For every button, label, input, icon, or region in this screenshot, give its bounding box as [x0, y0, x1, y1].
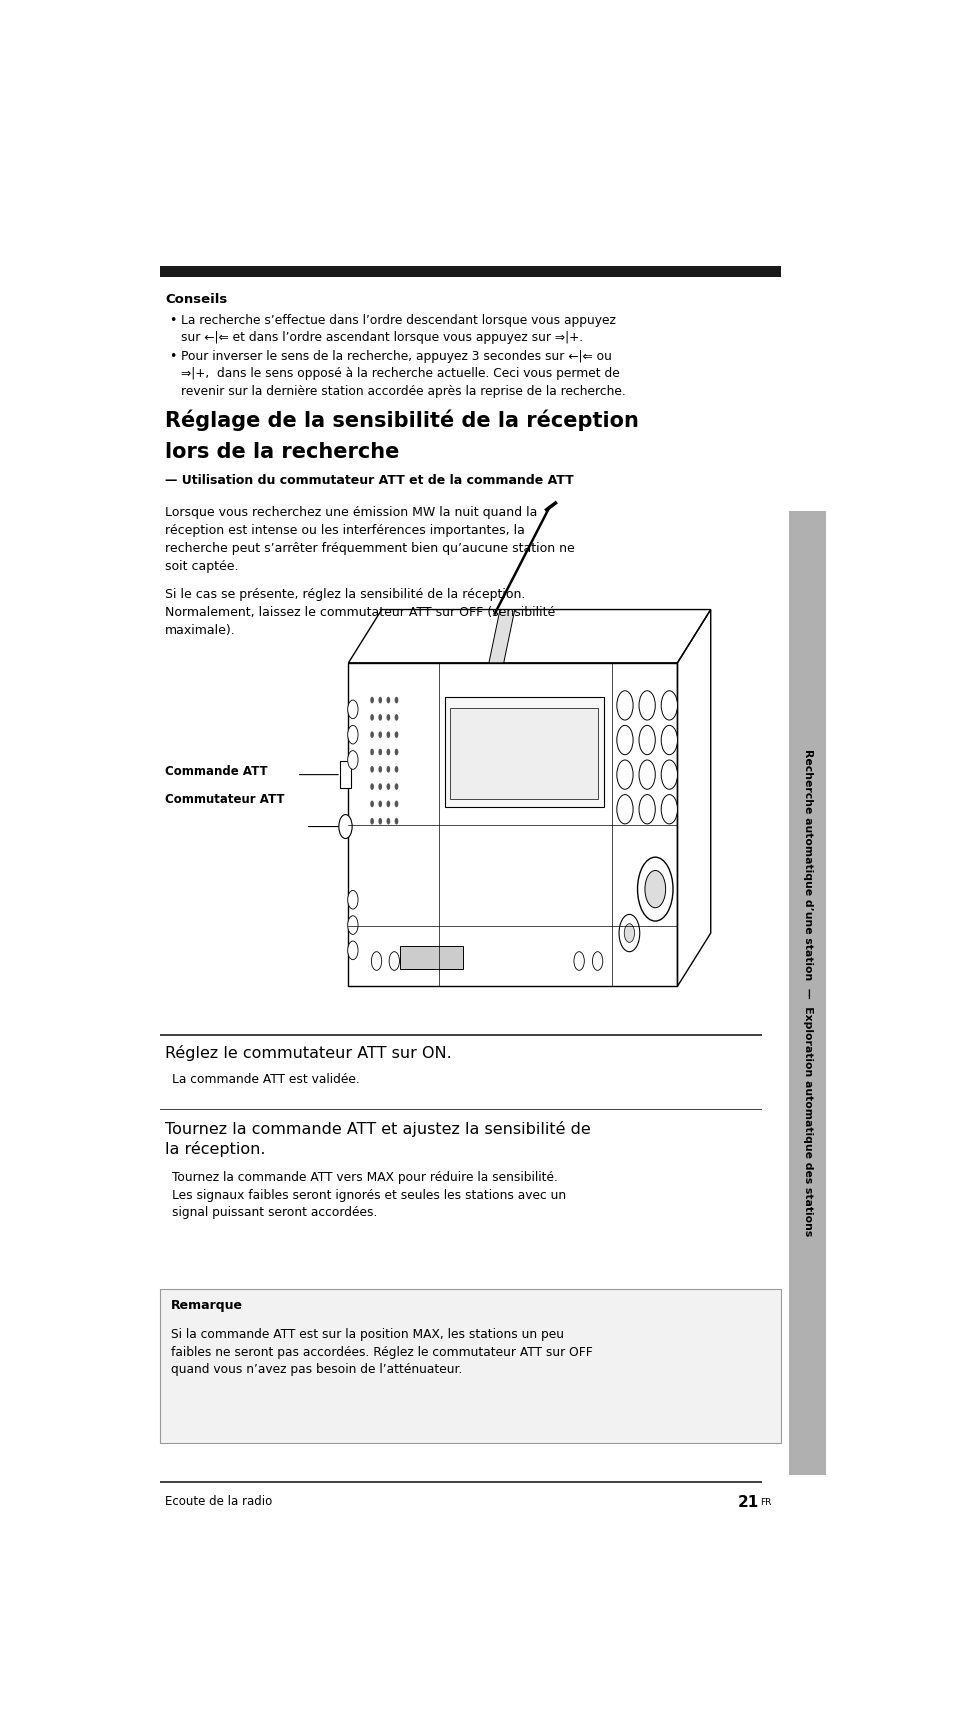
- Circle shape: [370, 766, 374, 773]
- Text: Commutateur ATT: Commutateur ATT: [165, 794, 284, 806]
- Text: La recherche s’effectue dans l’ordre descendant lorsque vous appuyez
sur ←|⇐ et : La recherche s’effectue dans l’ordre des…: [180, 315, 615, 344]
- Circle shape: [395, 783, 398, 790]
- Bar: [444, 697, 603, 807]
- Circle shape: [395, 697, 398, 704]
- Circle shape: [395, 749, 398, 756]
- Circle shape: [644, 870, 665, 908]
- Text: Remarque: Remarque: [171, 1298, 243, 1312]
- Text: Tournez la commande ATT vers MAX pour réduire la sensibilité.
Les signaux faible: Tournez la commande ATT vers MAX pour ré…: [172, 1171, 566, 1219]
- Text: •: •: [170, 349, 176, 363]
- Circle shape: [618, 915, 639, 951]
- Text: FR: FR: [760, 1497, 771, 1506]
- Circle shape: [617, 795, 633, 825]
- Text: Recherche automatique d’une station  —  Exploration automatique des stations: Recherche automatique d’une station — Ex…: [801, 749, 812, 1236]
- Circle shape: [370, 801, 374, 807]
- Circle shape: [370, 783, 374, 790]
- Circle shape: [395, 766, 398, 773]
- Bar: [160, 266, 781, 277]
- Text: Si le cas se présente, réglez la sensibilité de la réception.
Normalement, laiss: Si le cas se présente, réglez la sensibi…: [165, 588, 555, 638]
- Bar: [160, 1288, 781, 1444]
- Bar: [339, 761, 351, 788]
- Circle shape: [370, 749, 374, 756]
- Bar: [400, 946, 462, 968]
- Text: Si la commande ATT est sur la position MAX, les stations un peu
faibles ne seron: Si la commande ATT est sur la position M…: [171, 1328, 592, 1376]
- Circle shape: [637, 858, 672, 922]
- Text: Réglez le commutateur ATT sur ON.: Réglez le commutateur ATT sur ON.: [165, 1044, 452, 1062]
- Circle shape: [338, 814, 352, 839]
- Circle shape: [660, 726, 677, 754]
- Circle shape: [378, 731, 382, 738]
- Text: 21: 21: [737, 1496, 758, 1509]
- Circle shape: [347, 726, 357, 743]
- Circle shape: [386, 749, 390, 756]
- Circle shape: [370, 697, 374, 704]
- Text: lors de la recherche: lors de la recherche: [165, 443, 399, 462]
- Circle shape: [660, 761, 677, 788]
- Text: Réglage de la sensibilité de la réception: Réglage de la sensibilité de la réceptio…: [165, 410, 639, 431]
- Text: Lorsque vous recherchez une émission MW la nuit quand la
réception est intense o: Lorsque vous recherchez une émission MW …: [165, 505, 575, 572]
- Circle shape: [617, 726, 633, 754]
- Circle shape: [378, 783, 382, 790]
- Text: Ecoute de la radio: Ecoute de la radio: [165, 1496, 272, 1508]
- Polygon shape: [488, 610, 515, 662]
- Circle shape: [639, 692, 655, 719]
- Circle shape: [660, 795, 677, 825]
- Text: La commande ATT est validée.: La commande ATT est validée.: [172, 1072, 360, 1086]
- Circle shape: [371, 951, 381, 970]
- Text: Pour inverser le sens de la recherche, appuyez 3 secondes sur ←|⇐ ou
⇒|+,  dans : Pour inverser le sens de la recherche, a…: [180, 349, 625, 398]
- Circle shape: [395, 818, 398, 825]
- Circle shape: [389, 951, 399, 970]
- Circle shape: [639, 761, 655, 788]
- Circle shape: [347, 941, 357, 960]
- Circle shape: [378, 749, 382, 756]
- Circle shape: [395, 714, 398, 721]
- Circle shape: [347, 750, 357, 769]
- Circle shape: [639, 795, 655, 825]
- Circle shape: [370, 731, 374, 738]
- Circle shape: [378, 714, 382, 721]
- Text: — Utilisation du commutateur ATT et de la commande ATT: — Utilisation du commutateur ATT et de l…: [165, 474, 574, 488]
- Circle shape: [386, 714, 390, 721]
- Circle shape: [386, 766, 390, 773]
- Circle shape: [639, 726, 655, 754]
- Circle shape: [386, 818, 390, 825]
- Circle shape: [378, 801, 382, 807]
- Text: Tournez la commande ATT et ajustez la sensibilité de
la réception.: Tournez la commande ATT et ajustez la se…: [165, 1120, 590, 1157]
- Circle shape: [370, 818, 374, 825]
- Circle shape: [623, 923, 634, 942]
- Circle shape: [592, 951, 602, 970]
- Circle shape: [386, 731, 390, 738]
- Circle shape: [378, 697, 382, 704]
- Circle shape: [395, 731, 398, 738]
- Circle shape: [347, 700, 357, 719]
- Circle shape: [386, 801, 390, 807]
- Circle shape: [347, 890, 357, 909]
- Bar: [788, 512, 825, 1475]
- Circle shape: [386, 783, 390, 790]
- Circle shape: [378, 766, 382, 773]
- Circle shape: [574, 951, 583, 970]
- Circle shape: [395, 801, 398, 807]
- Bar: [450, 709, 597, 799]
- Circle shape: [617, 761, 633, 788]
- Text: Conseils: Conseils: [165, 292, 227, 306]
- Text: •: •: [170, 315, 176, 327]
- Text: Commande ATT: Commande ATT: [165, 766, 268, 778]
- Circle shape: [347, 916, 357, 934]
- Circle shape: [660, 692, 677, 719]
- Circle shape: [370, 714, 374, 721]
- Circle shape: [378, 818, 382, 825]
- Circle shape: [617, 692, 633, 719]
- Circle shape: [386, 697, 390, 704]
